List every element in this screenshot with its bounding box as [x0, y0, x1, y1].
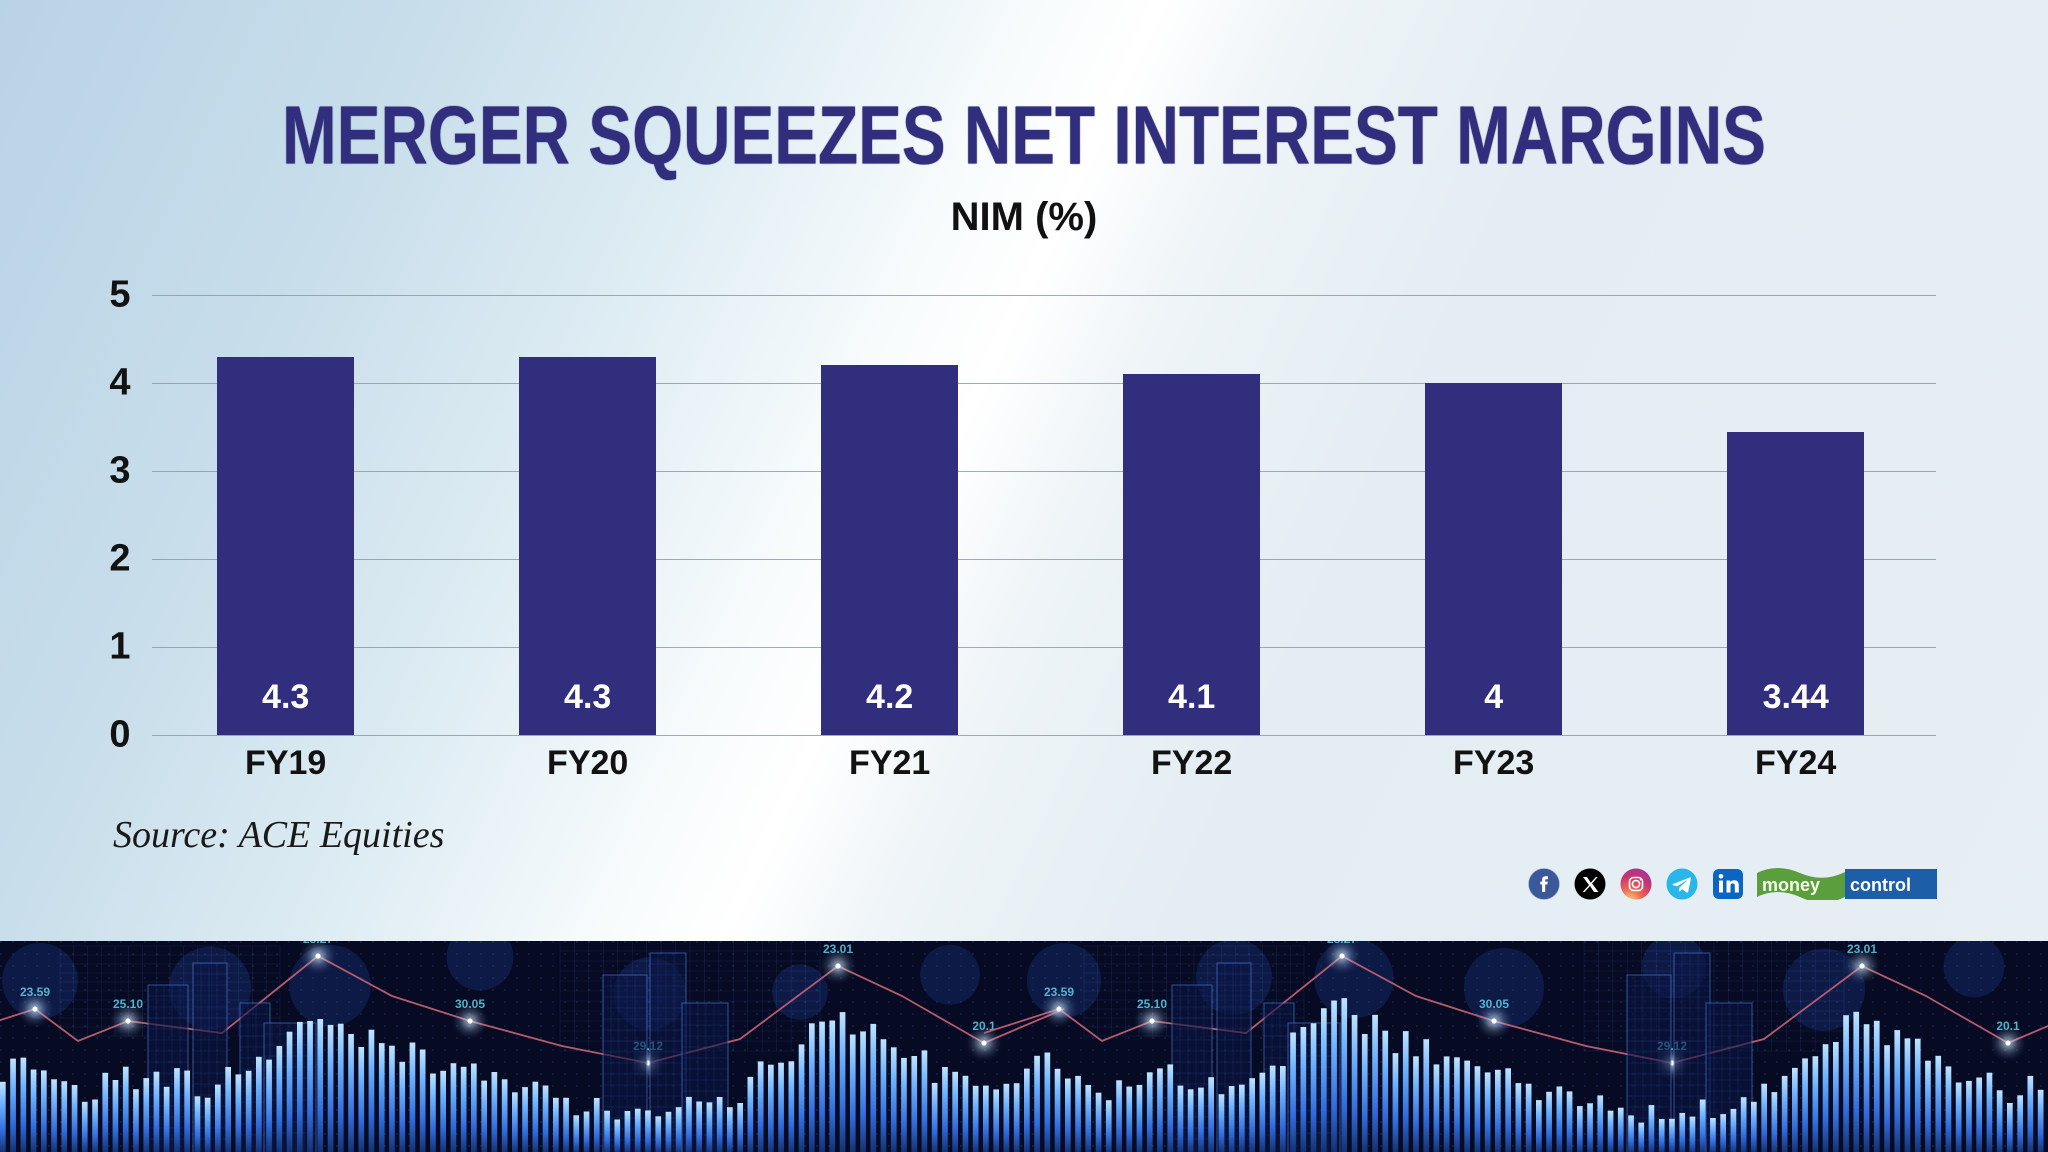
svg-text:control: control: [1850, 875, 1911, 895]
svg-text:23.59: 23.59: [1044, 985, 1074, 999]
svg-text:23.59: 23.59: [20, 985, 50, 999]
svg-text:30.05: 30.05: [1479, 997, 1509, 1011]
svg-text:28.27: 28.27: [303, 941, 333, 946]
svg-text:28.27: 28.27: [1327, 941, 1357, 946]
svg-text:20.1: 20.1: [1996, 1019, 2020, 1033]
svg-text:23.01: 23.01: [823, 942, 853, 956]
svg-text:money: money: [1762, 875, 1820, 895]
svg-text:25.10: 25.10: [113, 997, 143, 1011]
svg-text:30.05: 30.05: [455, 997, 485, 1011]
svg-text:25.10: 25.10: [1137, 997, 1167, 1011]
svg-text:23.01: 23.01: [1847, 942, 1877, 956]
